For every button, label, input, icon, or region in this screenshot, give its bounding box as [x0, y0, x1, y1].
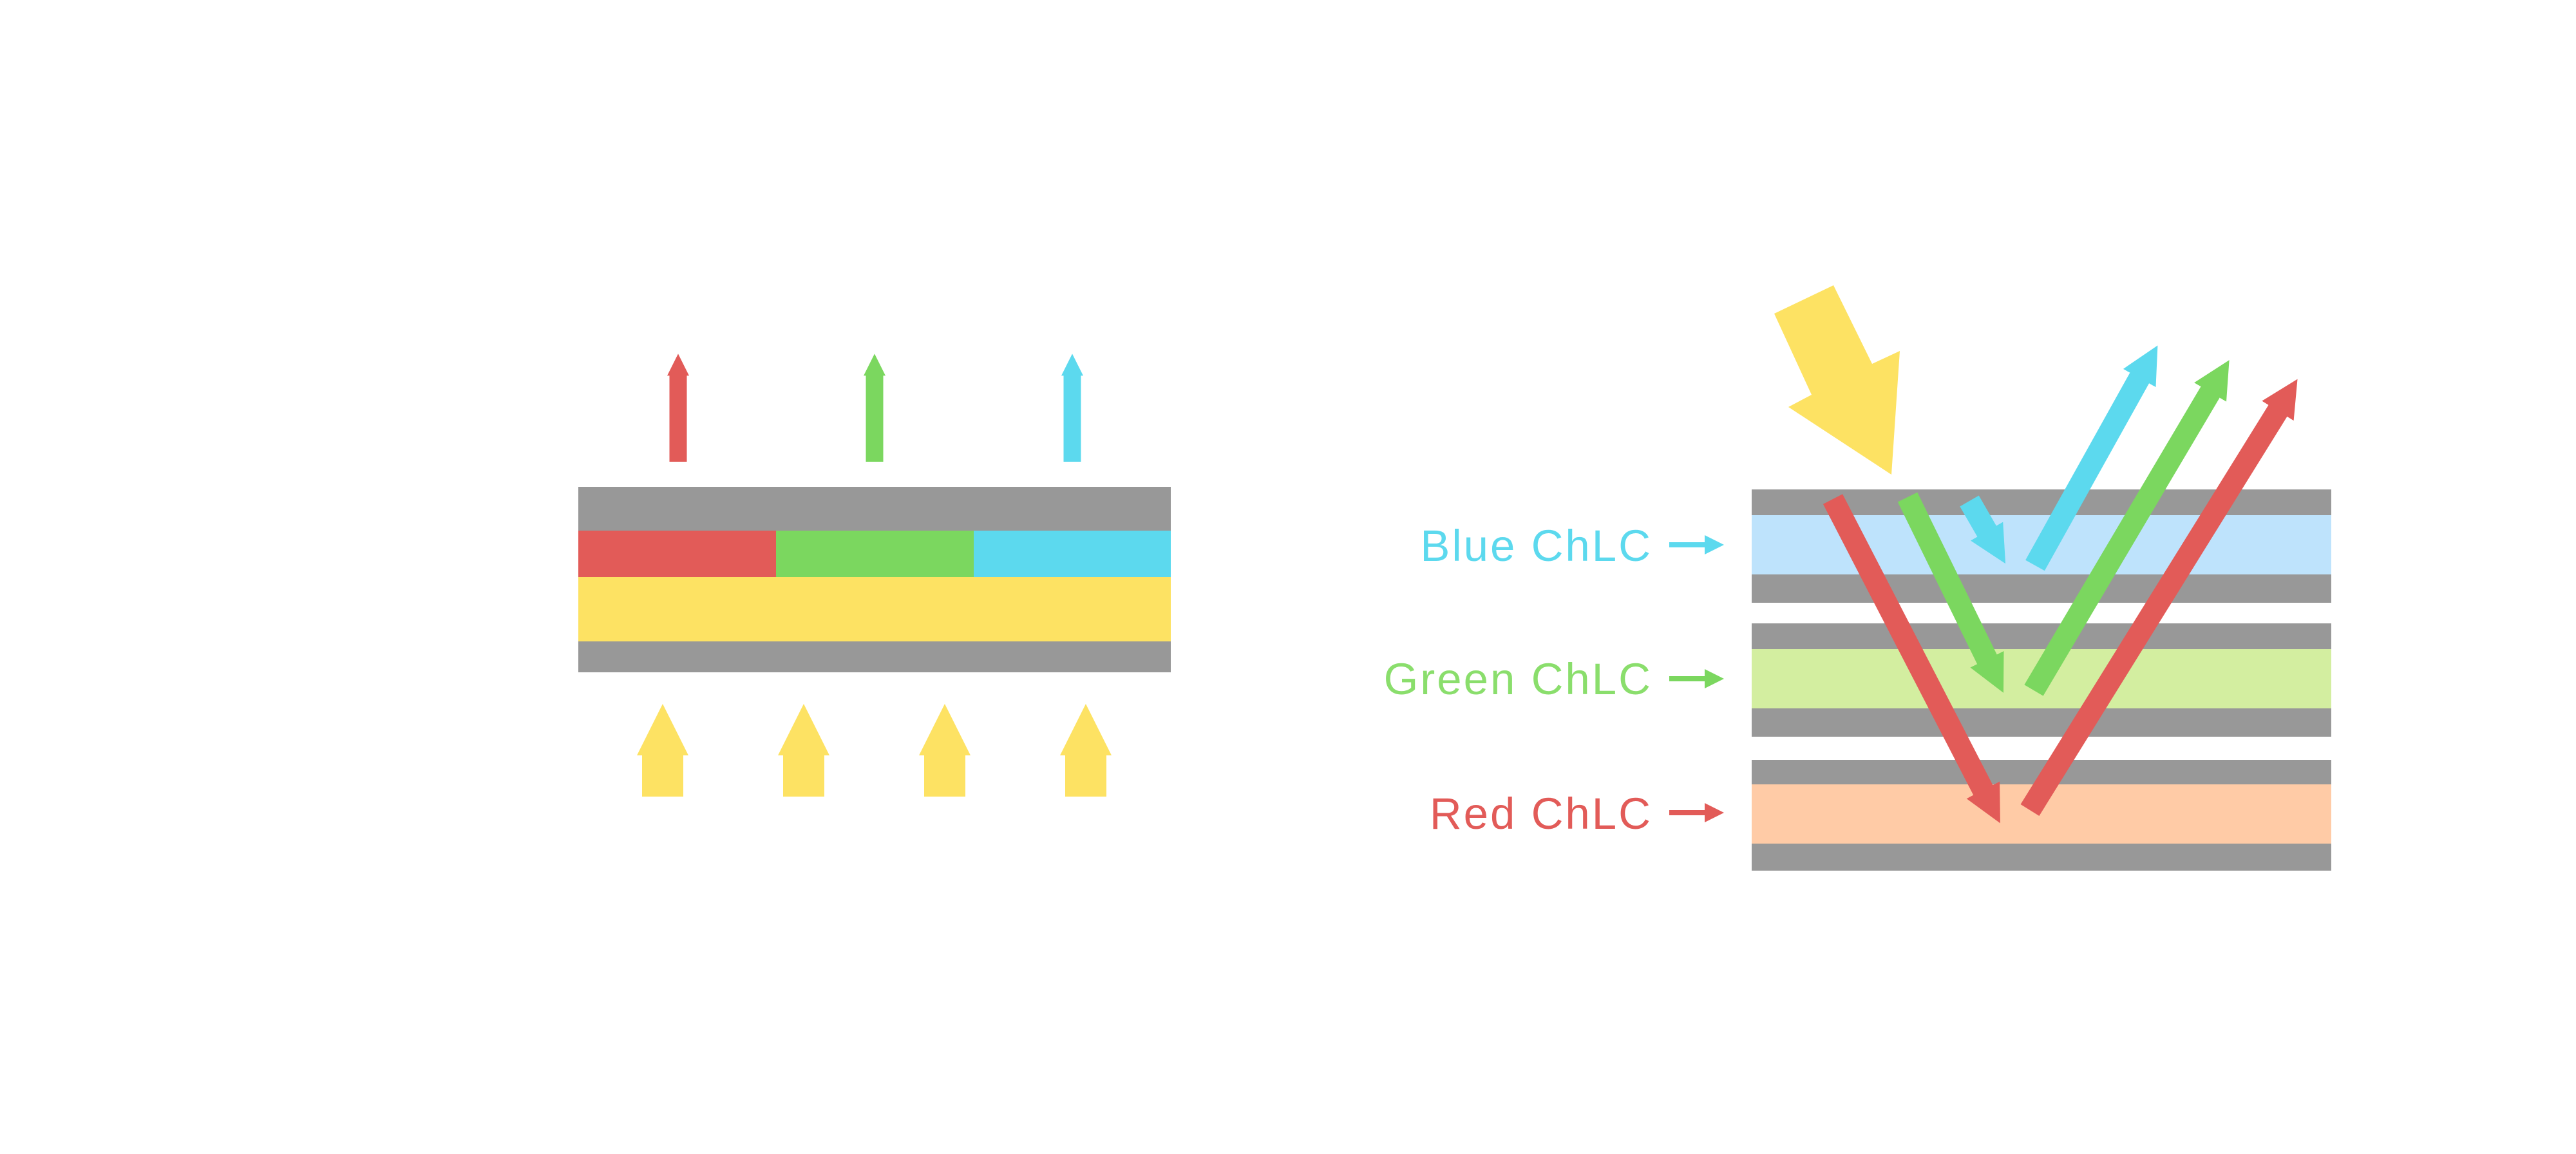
left-stack-green-filter-segment	[776, 531, 974, 577]
right-diagram: Blue ChLC Green ChLC Red ChLC	[1384, 285, 2331, 871]
red-cell-bottom-substrate	[1752, 844, 2331, 871]
green-chlc-label: Green ChLC	[1384, 654, 1653, 704]
blue-cell-bottom-substrate	[1752, 574, 2331, 603]
left-stack-red-filter-segment	[578, 531, 776, 577]
red-ray-reflected	[2020, 379, 2298, 816]
red-ray-down	[1823, 494, 2000, 824]
left-diagram	[578, 354, 1171, 797]
left-stack-backlight-layer	[578, 577, 1171, 641]
incident-light-arrow	[1774, 285, 1900, 475]
cyan-ray-down	[1960, 495, 2006, 564]
blue-chlc-label: Blue ChLC	[1420, 521, 1653, 571]
green-ray-reflected	[2024, 360, 2230, 696]
left-stack-top-substrate	[578, 487, 1171, 531]
green-cell-top-substrate	[1752, 623, 2331, 649]
green-ray-down	[1897, 492, 2004, 693]
red-chlc-label: Red ChLC	[1430, 789, 1653, 838]
left-stack-bottom-substrate	[578, 641, 1171, 672]
cyan-ray-reflected	[2025, 345, 2158, 571]
left-stack-blue-filter-segment	[974, 531, 1171, 577]
green-cell-bottom-substrate	[1752, 708, 2331, 737]
